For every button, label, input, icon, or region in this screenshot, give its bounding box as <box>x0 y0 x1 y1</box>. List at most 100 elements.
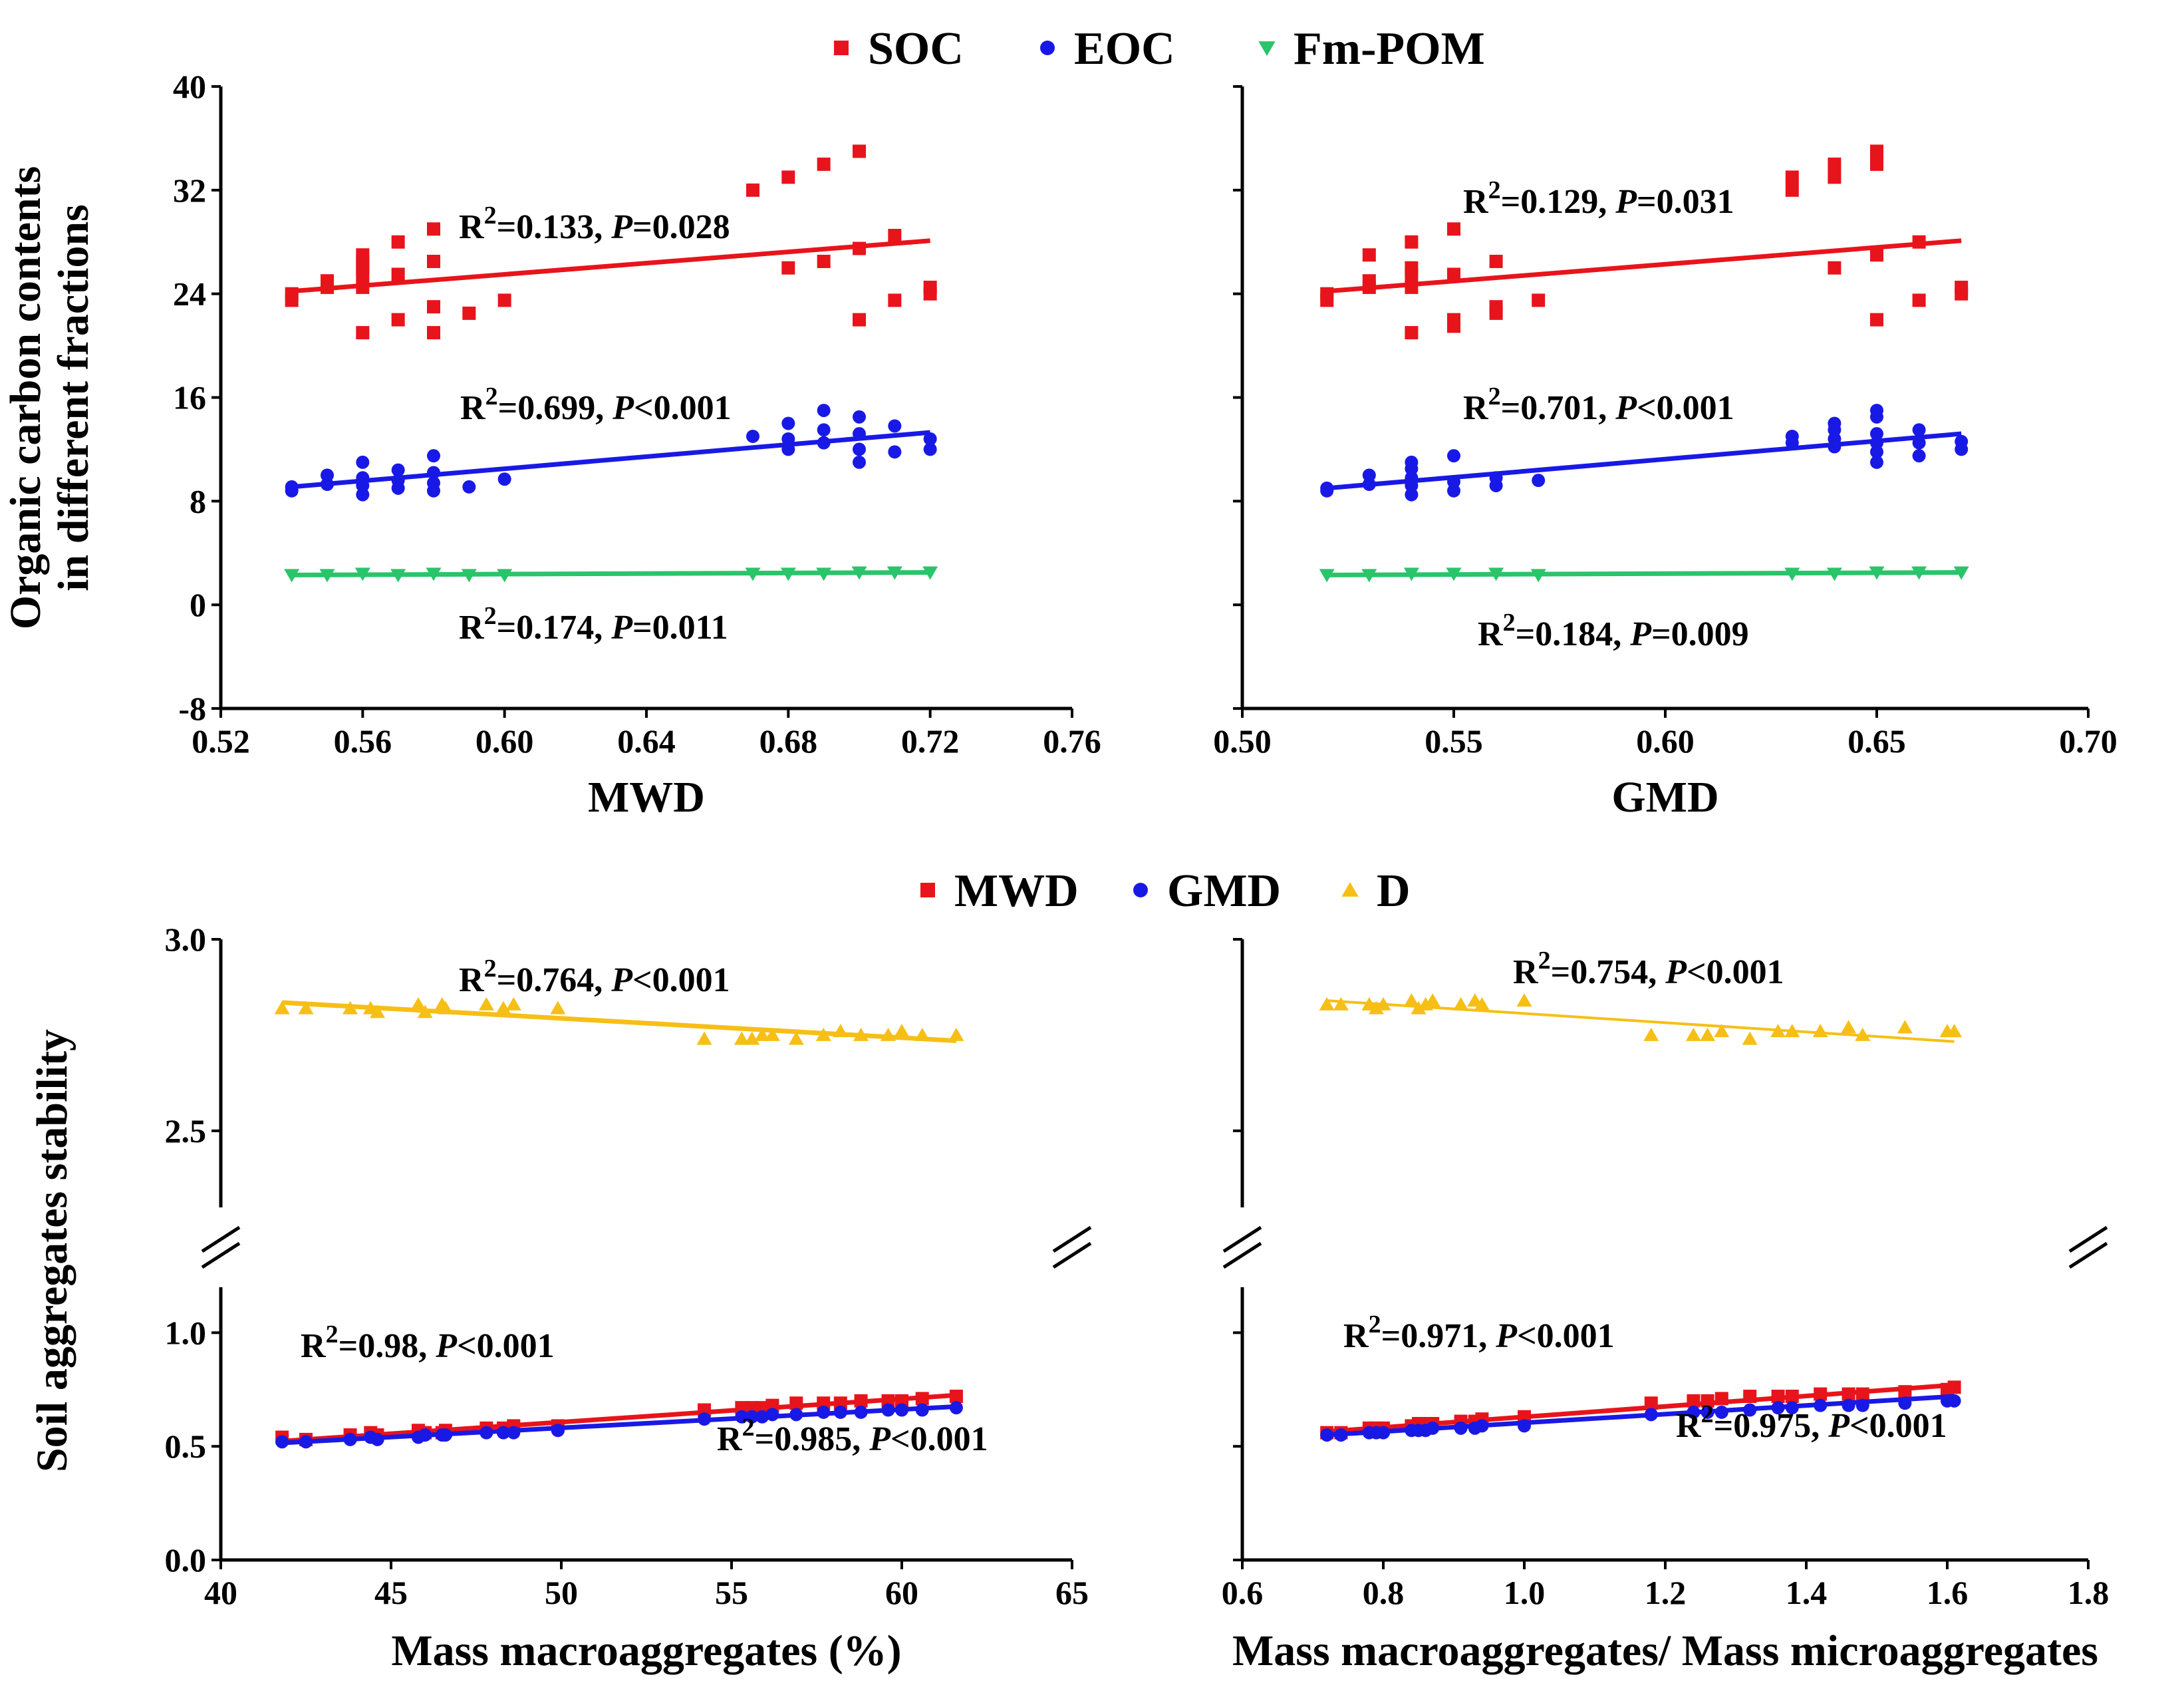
p-operator: < <box>1849 1407 1869 1445</box>
soc-point <box>462 306 476 320</box>
soc-point <box>391 313 405 327</box>
soc-point <box>321 274 334 288</box>
p-value: 0.001 <box>654 389 732 427</box>
r2-equals: = <box>755 1420 775 1458</box>
eoc-point <box>427 476 440 490</box>
soc-point <box>1870 157 1883 171</box>
series-d: R2=0.764, P<0.001 <box>274 955 964 1045</box>
soc-point <box>888 229 902 243</box>
gmd-fit-line <box>281 1404 957 1446</box>
soc-point <box>1489 300 1503 314</box>
r2-value: 0.764 <box>516 961 594 999</box>
soc-point <box>1447 267 1460 281</box>
eoc-point <box>817 403 831 417</box>
y-tick-label: 8 <box>190 482 206 520</box>
p-label: P <box>611 208 633 246</box>
soc-point <box>923 280 937 294</box>
eoc-point <box>746 429 759 443</box>
eoc-point <box>888 445 902 459</box>
legend-marker-gmd <box>1133 883 1148 897</box>
x-tick-label: 0.8 <box>1363 1574 1405 1611</box>
eoc-point <box>853 410 866 424</box>
d-point <box>550 1001 566 1014</box>
d-point <box>948 1027 964 1041</box>
d-point <box>370 1005 386 1018</box>
fm-pom-annotation: R2=0.184, P=0.009 <box>1478 609 1749 653</box>
p-value: 0.001 <box>652 961 730 999</box>
legend-marker-fm-pom <box>1258 41 1276 57</box>
x-tick-label: 45 <box>374 1574 408 1611</box>
r-squared-superscript: 2 <box>1369 1311 1381 1338</box>
soc-point <box>1785 183 1799 197</box>
soc-point <box>853 313 866 327</box>
legend-marker-d <box>1341 881 1359 897</box>
soc-point <box>427 300 440 314</box>
eoc-annotation: R2=0.701, P<0.001 <box>1463 383 1734 427</box>
separator: , <box>1613 615 1630 653</box>
soc-point <box>1828 261 1842 275</box>
soc-point <box>817 254 831 268</box>
y-tick-label: 24 <box>173 275 206 313</box>
axis-break-mark-right <box>1052 1241 1092 1269</box>
soc-point <box>1785 170 1799 184</box>
d-point <box>1897 1020 1913 1034</box>
x-tick-label: 1.0 <box>1504 1574 1546 1611</box>
soc-point <box>1362 274 1376 288</box>
separator: , <box>1598 183 1615 221</box>
soc-point <box>1405 261 1419 275</box>
r2-value: 0.133 <box>516 208 594 246</box>
d-point <box>410 997 426 1010</box>
r-squared-superscript: 2 <box>485 383 498 410</box>
y-tick-label: 32 <box>173 172 206 209</box>
p-label: P <box>1828 1407 1850 1445</box>
fm-pom-annotation: R2=0.174, P=0.011 <box>459 602 728 647</box>
soc-point <box>817 157 831 171</box>
legend-marker-soc <box>834 41 849 55</box>
d-point <box>1453 997 1469 1010</box>
mwd-annotation: R2=0.98, P<0.001 <box>301 1320 555 1365</box>
eoc-point <box>853 455 866 469</box>
eoc-point <box>1785 429 1799 443</box>
r-squared-superscript: 2 <box>326 1320 339 1348</box>
p-operator: = <box>1651 615 1671 653</box>
x-tick-label: 0.64 <box>617 722 676 760</box>
p-operator: < <box>1517 1317 1537 1355</box>
r2-value: 0.754 <box>1570 953 1648 991</box>
d-point <box>1333 997 1349 1010</box>
d-point <box>495 1001 511 1014</box>
fm-pom-point <box>1319 569 1335 583</box>
r2-value: 0.975 <box>1733 1407 1811 1445</box>
d-point <box>754 1027 770 1041</box>
soc-point <box>746 183 759 197</box>
r2-equals: = <box>1551 953 1571 991</box>
mwd-annotation: R2=0.971, P<0.001 <box>1343 1311 1615 1355</box>
soc-annotation: R2=0.133, P=0.028 <box>459 202 730 246</box>
eoc-point <box>853 442 866 456</box>
soc-point <box>1532 293 1546 307</box>
p-value: 0.001 <box>910 1420 988 1458</box>
r-label: R <box>459 208 485 246</box>
x-tick-label: 0.68 <box>759 722 818 760</box>
axis-break-mark-left <box>201 1225 241 1253</box>
d-point <box>894 1024 910 1038</box>
eoc-point <box>356 455 370 469</box>
r2-equals: = <box>339 1327 358 1365</box>
fm-pom-point <box>284 569 300 583</box>
x-tick-label: 0.76 <box>1043 722 1101 760</box>
r-label: R <box>301 1327 327 1365</box>
mwd-fit-line <box>281 1392 957 1444</box>
separator: , <box>594 208 611 246</box>
y-tick-label: -8 <box>178 690 206 727</box>
x-tick-label: 0.50 <box>1213 722 1272 760</box>
r2-equals: = <box>1516 615 1536 653</box>
soc-point <box>1870 248 1883 262</box>
legend-top: SOC EOC Fm-POM <box>834 23 1485 75</box>
x-tick-label: 0.52 <box>192 722 250 760</box>
soc-point <box>356 248 370 262</box>
eoc-point <box>1955 434 1969 448</box>
eoc-point <box>1405 455 1419 469</box>
r-squared-superscript: 2 <box>1503 609 1516 637</box>
eoc-point <box>888 419 902 433</box>
soc-fit-line <box>291 238 930 294</box>
